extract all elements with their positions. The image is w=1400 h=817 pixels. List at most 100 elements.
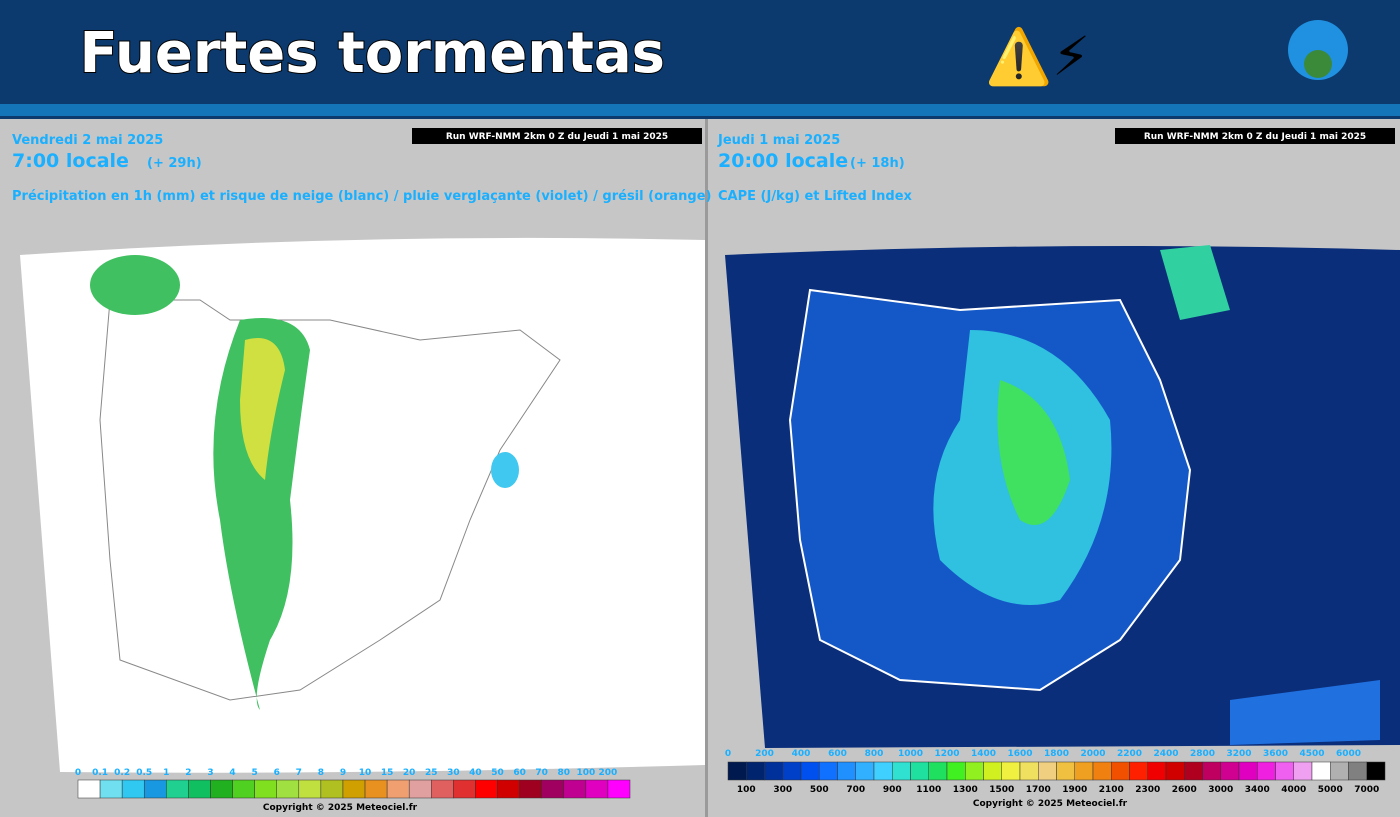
legend-swatch — [320, 779, 344, 799]
legend-label: 1000 — [898, 749, 923, 759]
legend-swatch — [727, 761, 747, 781]
legend-swatch — [1092, 761, 1112, 781]
legend-swatch — [519, 779, 542, 799]
legend-swatch — [1293, 761, 1313, 781]
legend-swatch — [928, 761, 948, 781]
legend-label: 500 — [810, 785, 829, 795]
divider — [705, 119, 708, 817]
legend-label: 80 — [557, 768, 570, 778]
legend-swatch — [1056, 761, 1075, 781]
legend-label: 200 — [755, 749, 774, 759]
legend-swatch — [1129, 761, 1148, 781]
legend-label: 600 — [828, 749, 847, 759]
legend-label: 2200 — [1117, 749, 1142, 759]
legend-swatch — [143, 779, 167, 799]
legend-label: 0.1 — [92, 768, 108, 778]
legend-label: 20 — [403, 768, 416, 778]
time: 7:00 locale — [12, 150, 129, 172]
legend-swatch — [541, 779, 565, 799]
header-title: Fuertes tormentas — [80, 21, 665, 86]
legend-label: 2400 — [1153, 749, 1178, 759]
legend-swatch — [855, 761, 875, 781]
legend-swatch — [431, 779, 454, 799]
legend-label: 5000 — [1318, 785, 1343, 795]
legend-label: 1700 — [1026, 785, 1051, 795]
legend-label: 10 — [359, 768, 372, 778]
description: CAPE (J/kg) et Lifted Index — [718, 189, 913, 204]
legend-swatch — [210, 779, 233, 799]
legend-label: 1900 — [1062, 785, 1087, 795]
legend-label: 100 — [576, 768, 595, 778]
legend-label: 1300 — [953, 785, 978, 795]
legend-label: 2 — [185, 768, 191, 778]
legend-label: 25 — [425, 768, 438, 778]
legend-swatch — [946, 761, 966, 781]
legend-label: 0.5 — [136, 768, 152, 778]
legend-label: 1200 — [934, 749, 959, 759]
legend-swatch — [1074, 761, 1094, 781]
legend-swatch — [1001, 761, 1021, 781]
legend-swatch — [1275, 761, 1294, 781]
legend-swatch — [77, 779, 101, 799]
legend-label: 100 — [737, 785, 756, 795]
legend-label: 2300 — [1135, 785, 1160, 795]
date: Jeudi 1 mai 2025 — [717, 133, 840, 148]
legend-label: 4500 — [1299, 749, 1324, 759]
legend-swatch — [1202, 761, 1221, 781]
legend-label: 70 — [535, 768, 548, 778]
legend-label: 3400 — [1245, 785, 1270, 795]
legend-swatch — [188, 779, 211, 799]
legend-label: 4000 — [1281, 785, 1306, 795]
legend-label: 0 — [75, 768, 81, 778]
legend-label: 400 — [792, 749, 811, 759]
legend-swatch — [298, 779, 322, 799]
legend-label: 1400 — [971, 749, 996, 759]
legend-swatch — [746, 761, 765, 781]
legend-swatch — [1330, 761, 1349, 781]
cape-area — [1160, 245, 1230, 320]
legend-swatch — [837, 761, 856, 781]
legend-swatch — [475, 779, 498, 799]
header-stripe-dark — [0, 116, 1400, 119]
legend-label: 2600 — [1172, 785, 1197, 795]
offset: (+ 29h) — [147, 156, 202, 171]
legend-swatch — [983, 761, 1002, 781]
legend-label: 50 — [491, 768, 504, 778]
map-left — [20, 237, 705, 773]
run: Run WRF-NMM 2km 0 Z du Jeudi 1 mai 2025 — [446, 132, 668, 142]
legend-swatch — [408, 779, 432, 799]
legend-label: 3200 — [1226, 749, 1251, 759]
legend-swatch — [1257, 761, 1276, 781]
legend-swatch — [1348, 761, 1367, 781]
legend-label: 2800 — [1190, 749, 1215, 759]
legend-label: 1500 — [989, 785, 1014, 795]
copyright: Copyright © 2025 Meteociel.fr — [973, 799, 1128, 809]
legend-label: 2100 — [1099, 785, 1124, 795]
copyright: Copyright © 2025 Meteociel.fr — [263, 803, 418, 813]
legend-swatch — [563, 779, 587, 799]
legend-swatch — [1220, 761, 1240, 781]
legend-label: 5 — [252, 768, 258, 778]
legend-label: 40 — [469, 768, 482, 778]
legend-swatch — [607, 779, 631, 799]
legend-swatch — [1366, 761, 1386, 781]
legend-label: 3 — [207, 768, 213, 778]
legend-label: 30 — [447, 768, 460, 778]
description: Précipitation en 1h (mm) et risque de ne… — [12, 189, 712, 204]
legend-swatch — [364, 779, 388, 799]
legend-label: 15 — [381, 768, 394, 778]
legend-label: 200 — [599, 768, 618, 778]
precip — [213, 318, 310, 710]
legend-swatch — [276, 779, 300, 799]
legend-swatch — [166, 779, 189, 799]
header-bar — [0, 0, 1400, 104]
legend-label: 700 — [846, 785, 865, 795]
legend-label: 1600 — [1007, 749, 1032, 759]
legend-label: 60 — [513, 768, 526, 778]
legend-swatch — [873, 761, 893, 781]
time: 20:00 locale — [718, 150, 848, 172]
legend-swatch — [453, 779, 476, 799]
legend-label: 900 — [883, 785, 902, 795]
legend-swatch — [1111, 761, 1130, 781]
legend-swatch — [764, 761, 783, 781]
